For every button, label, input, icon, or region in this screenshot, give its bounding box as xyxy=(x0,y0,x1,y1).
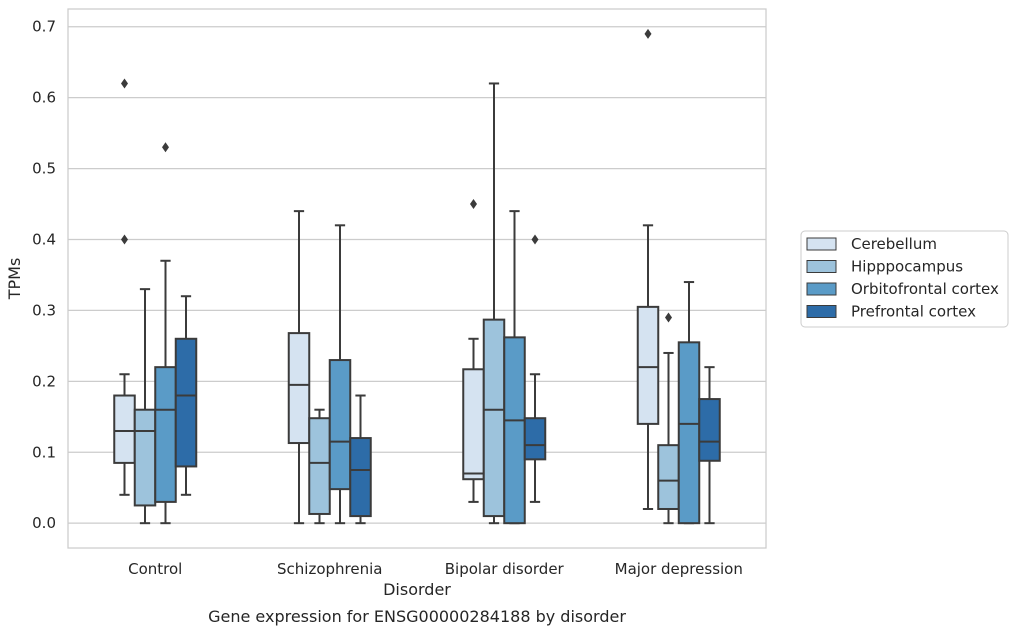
box-0-0 xyxy=(113,78,136,496)
outlier-point xyxy=(531,234,539,245)
y-tick-label: 0.4 xyxy=(32,230,56,248)
box-2-1 xyxy=(328,224,352,525)
series-3-boxes xyxy=(174,234,721,525)
outlier-point xyxy=(470,199,477,210)
y-tick-label: 0.1 xyxy=(32,443,56,461)
outlier-point xyxy=(665,312,672,323)
box-0-3 xyxy=(636,28,660,510)
legend: Cerebellum Hipppocampus Orbitofrontal cort… xyxy=(800,230,1009,328)
y-tick-label: 0.7 xyxy=(32,18,56,36)
box-3-0 xyxy=(174,295,198,496)
box-iqr xyxy=(113,394,136,464)
box-iqr xyxy=(698,398,721,462)
outlier-point xyxy=(644,28,652,39)
outlier-point xyxy=(121,78,128,89)
series-0-boxes xyxy=(113,28,660,525)
box-iqr xyxy=(287,332,311,445)
x-tick-label: Major depression xyxy=(615,560,743,578)
y-tick-label: 0.3 xyxy=(32,301,56,319)
y-tick-label: 0.5 xyxy=(32,160,56,178)
y-tick-label: 0.0 xyxy=(32,514,56,532)
legend-label: Orbitofrontal cortex xyxy=(851,280,999,298)
legend-swatch xyxy=(806,305,837,318)
box-iqr xyxy=(677,341,701,525)
legend-swatch xyxy=(806,282,837,296)
box-iqr xyxy=(174,337,198,468)
box-1-3 xyxy=(657,312,680,525)
box-iqr xyxy=(349,437,372,518)
legend-entry-3: Prefrontal cortex xyxy=(806,303,976,321)
series-1-boxes xyxy=(133,82,680,525)
x-axis-label: Disorder xyxy=(383,580,451,599)
box-3-2 xyxy=(523,234,547,503)
series-2-boxes xyxy=(154,142,701,525)
box-iqr xyxy=(523,417,547,461)
x-axis-ticks: Control Schizophrenia Bipolar disorder Majo… xyxy=(128,560,743,578)
box-iqr xyxy=(482,318,506,518)
chart-caption: Gene expression for ENSG00000284188 by d… xyxy=(208,607,626,626)
legend-entry-1: Hipppocampus xyxy=(806,258,963,276)
y-axis-label: TPMs xyxy=(5,258,24,301)
legend-swatch xyxy=(806,260,837,273)
x-tick-label: Control xyxy=(128,560,182,578)
box-1-1 xyxy=(308,408,331,525)
y-axis-ticks: 0.0 0.1 0.2 0.3 0.4 0.5 0.6 0.7 xyxy=(32,18,56,532)
legend-swatch xyxy=(806,237,837,251)
box-iqr xyxy=(328,359,352,491)
legend-entry-2: Orbitofrontal cortex xyxy=(806,280,999,298)
x-tick-label: Bipolar disorder xyxy=(445,560,565,578)
box-iqr xyxy=(503,336,526,525)
outlier-point xyxy=(121,234,128,245)
box-iqr xyxy=(462,368,485,481)
legend-label: Hipppocampus xyxy=(851,258,963,276)
legend-frame xyxy=(800,230,1009,328)
box-1-2 xyxy=(482,82,506,525)
legend-label: Cerebellum xyxy=(851,235,937,253)
box-iqr xyxy=(133,408,157,507)
box-0-1 xyxy=(287,210,311,525)
outlier-point xyxy=(162,142,169,153)
box-0-2 xyxy=(462,199,485,503)
box-2-2 xyxy=(503,210,526,525)
box-3-1 xyxy=(349,394,372,525)
box-iqr xyxy=(308,417,331,515)
box-iqr xyxy=(657,444,680,510)
plot-area-frame xyxy=(67,8,767,549)
y-tick-label: 0.2 xyxy=(32,372,56,390)
box-series-group xyxy=(113,28,721,525)
legend-entry-0: Cerebellum xyxy=(806,235,937,253)
box-iqr xyxy=(636,305,660,425)
box-3-3 xyxy=(698,366,721,525)
y-tick-label: 0.6 xyxy=(32,89,56,107)
box-iqr xyxy=(154,366,177,503)
x-tick-label: Schizophrenia xyxy=(277,560,382,578)
legend-label: Prefrontal cortex xyxy=(851,303,976,321)
